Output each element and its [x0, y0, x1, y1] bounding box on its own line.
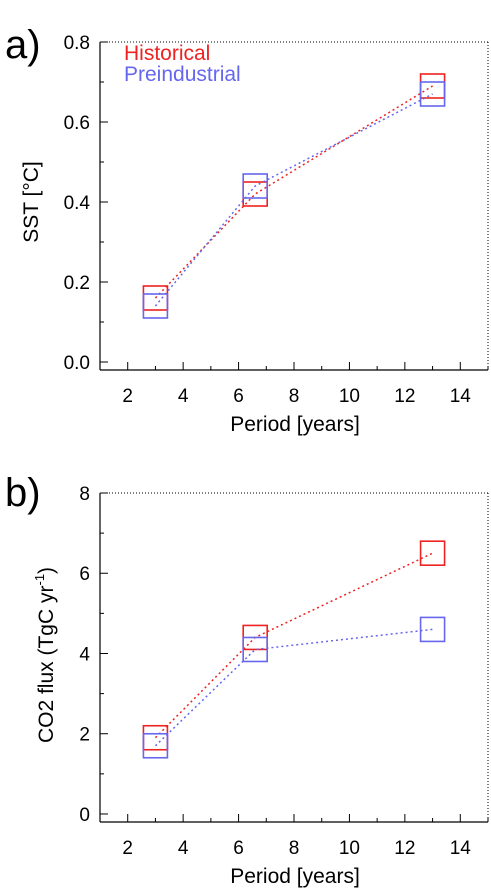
y-tick-label-b: 8: [79, 484, 90, 505]
x-axis-title-b: Period [years]: [230, 865, 360, 888]
x-tick-label-a: 4: [178, 386, 189, 407]
series-line-historical-a: [154, 85, 433, 299]
legend-historical: Historical: [124, 42, 210, 65]
x-tick-label-a: 10: [339, 386, 360, 407]
marker-preindustrial-b: [142, 732, 169, 759]
marker-preindustrial-a: [419, 81, 446, 107]
series-line-historical-b: [154, 552, 433, 739]
y-axis-title-a-text: SST [°C]: [20, 161, 43, 243]
x-tick-label-a: 14: [450, 386, 472, 407]
panel-b: b) Period [years] CO2 flux (TgC yr-1) 2 4…: [5, 471, 489, 888]
y-axis-title-a: SST [°C]: [20, 161, 43, 243]
series-line-preindustrial-b: [154, 628, 433, 747]
series-line-preindustrial-a: [154, 93, 433, 307]
y-axis-title-b-sup: -1: [32, 574, 47, 586]
y-tick-label-a: 0.0: [64, 353, 90, 374]
y-tick-label-a: 0.4: [64, 193, 91, 214]
y-axis-title-b-text: CO2 flux (TgC yr: [35, 586, 58, 744]
y-axis-title-b-tail: ): [35, 567, 58, 574]
x-tick-label-a: 6: [233, 386, 244, 407]
x-tick-label-a: 8: [289, 386, 300, 407]
panel-a: a) Period [years] SST [°C] Historical Pr…: [5, 23, 489, 436]
y-tick-label-a: 0.8: [64, 33, 90, 54]
marker-preindustrial-a: [242, 173, 268, 199]
y-tick-label-b: 0: [79, 805, 90, 826]
marker-preindustrial-b: [419, 616, 446, 643]
x-tick-label-b: 14: [450, 838, 472, 859]
x-tick-label-b: 8: [289, 838, 300, 859]
x-tick-label-b: 10: [339, 838, 360, 859]
legend-a: Historical Preindustrial: [124, 42, 241, 86]
y-tick-label-b: 4: [79, 644, 90, 665]
x-tick-label-b: 12: [394, 838, 415, 859]
y-tick-label-a: 0.6: [64, 113, 90, 134]
marker-historical-b: [419, 540, 446, 566]
marker-preindustrial-a: [142, 293, 169, 319]
y-tick-label-b: 2: [79, 725, 90, 746]
x-axis-title-a: Period [years]: [230, 413, 360, 436]
x-tick-label-b: 4: [178, 838, 189, 859]
x-tick-label-b: 2: [122, 838, 133, 859]
x-tick-label-b: 6: [233, 838, 244, 859]
marker-preindustrial-b: [242, 636, 268, 663]
y-axis-title-b: CO2 flux (TgC yr-1): [32, 567, 58, 743]
y-tick-label-b: 6: [79, 564, 90, 585]
x-tick-label-a: 12: [394, 386, 415, 407]
legend-preindustrial: Preindustrial: [124, 63, 241, 86]
y-tick-label-a: 0.2: [64, 273, 90, 294]
panel-label-b: b): [5, 471, 41, 515]
panel-label-a: a): [5, 23, 41, 67]
x-tick-label-a: 2: [122, 386, 133, 407]
